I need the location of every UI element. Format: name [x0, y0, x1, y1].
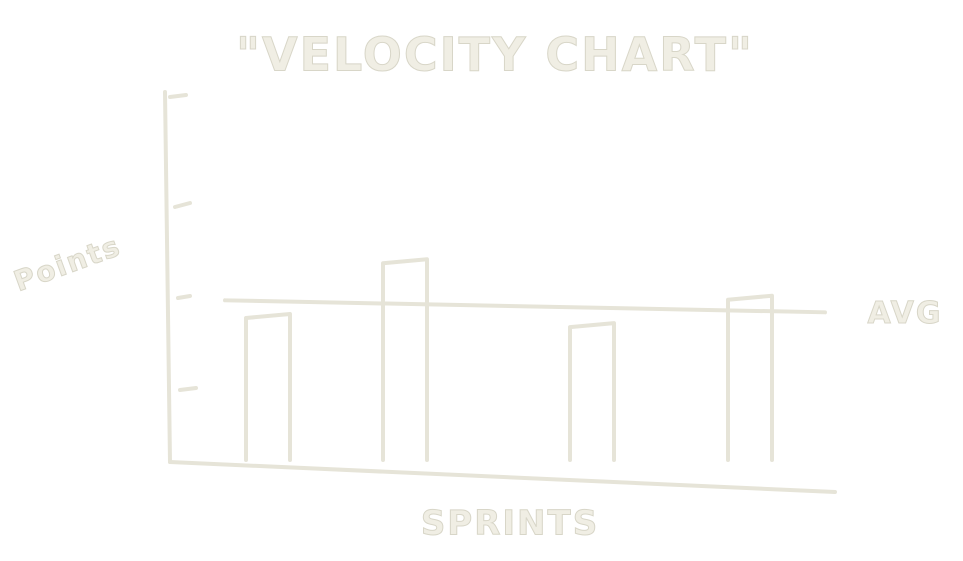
bar	[244, 312, 292, 462]
bar	[381, 257, 429, 462]
average-label: AVG	[867, 296, 942, 331]
axis-tick	[173, 201, 192, 209]
y-axis-label: Points	[10, 229, 126, 298]
axis-tick	[176, 294, 192, 300]
y-axis	[163, 90, 172, 464]
axis-tick	[168, 93, 188, 99]
x-axis	[168, 460, 837, 494]
x-axis-label: SPRINTS	[421, 504, 599, 544]
axis-tick	[178, 386, 198, 392]
bar	[726, 293, 774, 462]
bar	[568, 321, 616, 462]
chart-title: "VELOCITY CHART"	[236, 28, 754, 82]
average-line	[223, 298, 827, 315]
